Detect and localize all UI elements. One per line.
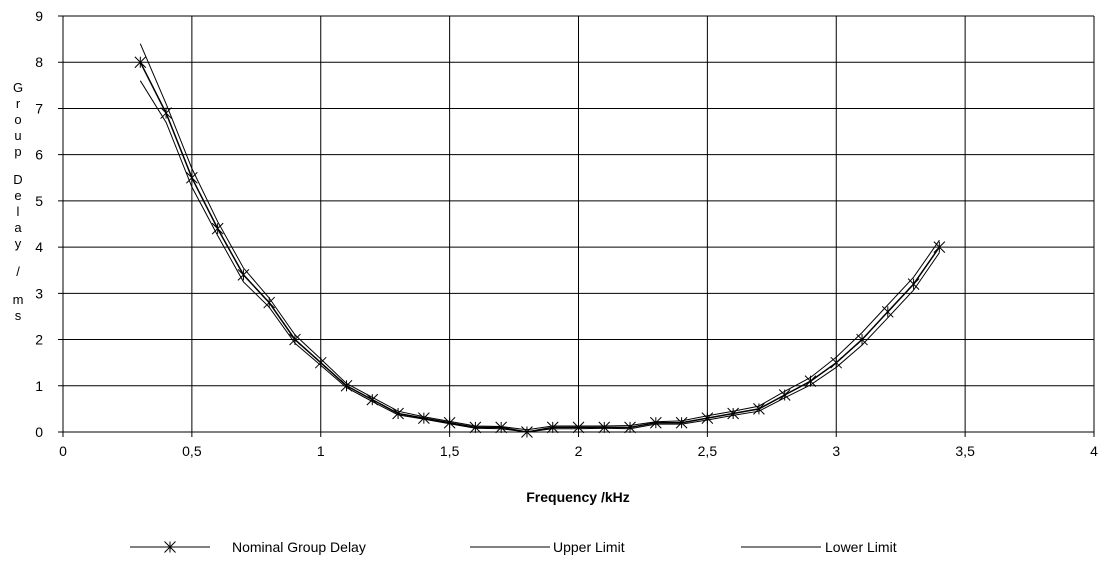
x-tick-label: 0,5 bbox=[182, 443, 202, 459]
y-axis-label-char: a bbox=[14, 220, 22, 235]
x-tick-label: 3,5 bbox=[955, 443, 975, 459]
y-tick-label: 3 bbox=[35, 285, 43, 301]
grid-lines bbox=[58, 15, 1095, 437]
y-axis-label-char: s bbox=[15, 308, 22, 323]
series-line-nominal-group-delay bbox=[139, 61, 941, 433]
series-line-upper-limit bbox=[139, 43, 940, 431]
y-tick-label: 1 bbox=[35, 378, 43, 394]
x-tick-label: 0 bbox=[59, 443, 67, 459]
data-point bbox=[881, 305, 894, 318]
data-point bbox=[675, 416, 688, 429]
y-tick-label: 2 bbox=[35, 332, 43, 348]
data-point bbox=[649, 416, 662, 429]
data-point bbox=[830, 356, 843, 369]
y-axis-label-char: G bbox=[13, 80, 23, 95]
y-tick-label: 8 bbox=[35, 54, 43, 70]
series-line-lower-limit bbox=[139, 80, 940, 433]
data-point bbox=[211, 222, 224, 235]
y-axis-label-char: l bbox=[17, 204, 20, 219]
y-tick-label: 6 bbox=[35, 147, 43, 163]
y-axis-label-char: m bbox=[13, 292, 24, 307]
legend-label: Lower Limit bbox=[825, 539, 897, 555]
legend: Nominal Group Delay Upper Limit Lower Limi… bbox=[130, 539, 897, 555]
data-point bbox=[164, 541, 176, 553]
y-axis-label-char: r bbox=[16, 96, 21, 111]
x-tick-label: 4 bbox=[1090, 443, 1098, 459]
legend-item: Lower Limit bbox=[741, 539, 897, 555]
legend-label: Upper Limit bbox=[553, 539, 625, 555]
x-axis-label: Frequency /kHz bbox=[526, 489, 629, 505]
data-point bbox=[598, 421, 611, 434]
data-point bbox=[392, 407, 404, 420]
data-point bbox=[263, 296, 276, 309]
data-point bbox=[546, 421, 559, 434]
x-tick-label: 1 bbox=[317, 443, 325, 459]
data-point bbox=[417, 412, 430, 424]
y-axis-label-char: p bbox=[14, 144, 21, 159]
x-tick-label: 3 bbox=[832, 443, 840, 459]
x-axis-tick-labels: 0 0,5 1 1,5 2 2,5 3 3,5 4 bbox=[59, 443, 1098, 459]
y-tick-label: 4 bbox=[35, 239, 43, 255]
y-tick-label: 5 bbox=[35, 193, 43, 209]
data-point bbox=[186, 171, 198, 184]
y-axis-label-char: o bbox=[14, 112, 21, 127]
legend-item: Upper Limit bbox=[470, 539, 625, 555]
data-point bbox=[753, 403, 765, 415]
y-axis-label-char: y bbox=[15, 236, 22, 251]
y-axis-label-char: u bbox=[14, 128, 21, 143]
data-point bbox=[933, 241, 946, 253]
data-point bbox=[134, 56, 147, 69]
data-point bbox=[701, 412, 714, 424]
data-point bbox=[907, 278, 920, 290]
x-tick-label: 1,5 bbox=[440, 443, 460, 459]
series-layer bbox=[134, 43, 946, 438]
data-point bbox=[727, 407, 740, 420]
x-tick-label: 2,5 bbox=[698, 443, 718, 459]
data-point bbox=[495, 421, 508, 434]
data-point bbox=[469, 421, 482, 434]
y-axis-label-char: D bbox=[13, 172, 22, 187]
x-tick-label: 2 bbox=[575, 443, 583, 459]
y-axis-tick-labels: 0 1 2 3 4 5 6 7 8 9 bbox=[35, 8, 43, 440]
y-tick-label: 0 bbox=[35, 424, 43, 440]
data-point bbox=[572, 421, 585, 434]
data-point bbox=[443, 416, 456, 429]
data-point bbox=[237, 268, 250, 281]
y-axis-label-char: / bbox=[16, 264, 20, 279]
y-axis-label-char: e bbox=[14, 188, 21, 203]
legend-label: Nominal Group Delay bbox=[232, 539, 366, 555]
data-point bbox=[624, 421, 636, 434]
y-tick-label: 7 bbox=[35, 100, 43, 116]
y-tick-label: 9 bbox=[35, 8, 43, 24]
legend-item: Nominal Group Delay bbox=[130, 539, 366, 555]
